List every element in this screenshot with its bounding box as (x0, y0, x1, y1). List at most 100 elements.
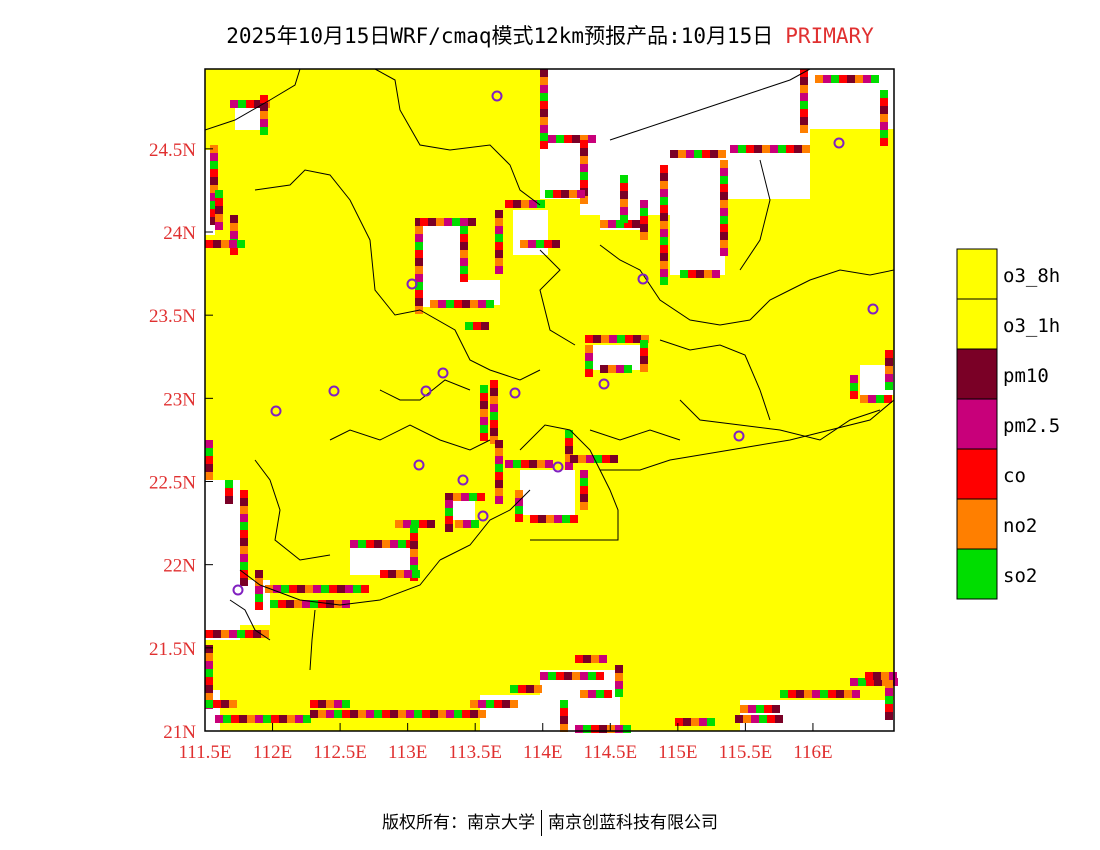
pollutant-cell (580, 690, 588, 698)
pollutant-cell (515, 506, 523, 514)
pollutant-cell (490, 412, 498, 420)
pollutant-cell (396, 570, 404, 578)
pollutant-cell (415, 242, 423, 250)
pollutant-cell (398, 540, 406, 548)
legend-label: co (1003, 465, 1026, 487)
pollutant-cell (850, 383, 858, 391)
pollutant-cell (730, 145, 738, 153)
pollutant-cell (720, 216, 728, 224)
pollutant-cell (215, 198, 223, 206)
pollutant-cell (641, 335, 649, 343)
pollutant-cell (640, 200, 648, 208)
pollutant-cell (680, 270, 688, 278)
pollutant-cell (215, 214, 223, 222)
pollutant-cell (694, 150, 702, 158)
pollutant-cell (617, 335, 625, 343)
pollutant-cell (260, 95, 268, 103)
title-text: 2025年10月15日WRF/cmaq模式12km预报产品:10月15日 (226, 24, 774, 48)
pollutant-cell (804, 690, 812, 698)
station-markers (232, 90, 879, 596)
pollutant-cell (471, 520, 479, 528)
pollutant-cell (213, 240, 221, 248)
pollutant-cell (480, 401, 488, 409)
pollutant-cell (445, 516, 453, 524)
pollutant-cell (260, 111, 268, 119)
pollutant-cell (461, 493, 469, 501)
pollutant-cell (230, 247, 238, 255)
pollutant-cell (526, 685, 534, 693)
pollutant-cell (515, 514, 523, 522)
pollutant-cell (754, 145, 762, 153)
pollutant-cell (615, 725, 623, 733)
pollutant-cell (513, 460, 521, 468)
pollutant-cell (462, 710, 470, 718)
pollutant-cell (205, 456, 213, 464)
pollutant-cell (470, 300, 478, 308)
pollutant-cell (565, 438, 573, 446)
pollutant-cell (718, 150, 726, 158)
pollutant-cell (640, 208, 648, 216)
pollutant-cell (800, 125, 808, 133)
pollutant-cell (495, 250, 503, 258)
pollutant-cell (686, 150, 694, 158)
pollutant-cell (660, 213, 668, 221)
pollutant-cell (310, 600, 318, 608)
pollutant-cell (239, 715, 247, 723)
pollutant-cell (794, 145, 802, 153)
pollutant-cell (460, 234, 468, 242)
pollutant-cell (675, 718, 683, 726)
pollutant-cell (415, 234, 423, 242)
pollutant-cell (580, 172, 588, 180)
pollutant-cell (720, 232, 728, 240)
pollutant-cell (279, 715, 287, 723)
pollutant-cell (616, 220, 624, 228)
pollutant-cell (240, 522, 248, 530)
pollutant-cell (564, 135, 572, 143)
pollutant-cell (295, 715, 303, 723)
pollutant-cell (213, 700, 221, 708)
pollutant-cell (885, 688, 893, 696)
pollutant-cell (866, 678, 874, 686)
pollutant-cell (546, 515, 554, 523)
pollutant-cell (608, 365, 616, 373)
pollutant-cell (720, 176, 728, 184)
pollutant-cell (580, 180, 588, 188)
pollutant-cell (850, 391, 858, 399)
pollutant-cell (210, 177, 218, 185)
pollutant-cell (468, 218, 476, 226)
pollutant-cell (565, 446, 573, 454)
pollutant-cell (414, 710, 422, 718)
pollutant-cell (570, 455, 578, 463)
pollutant-cell (305, 585, 313, 593)
pollutant-cell (704, 270, 712, 278)
pollutant-cell (580, 135, 588, 143)
pollutant-cell (415, 298, 423, 306)
pollutant-cell (580, 196, 588, 204)
pollutant-cell (225, 488, 233, 496)
pollutant-cell (240, 578, 248, 586)
pollutant-cell (255, 715, 263, 723)
pollutant-cell (583, 655, 591, 663)
pollutant-cell (495, 464, 503, 472)
pollutant-cell (486, 300, 494, 308)
pollutant-cell (540, 93, 548, 101)
pollutant-cell (591, 655, 599, 663)
pollutant-cell (410, 549, 418, 557)
pollutant-cell (238, 100, 246, 108)
pollutant-cell (610, 455, 618, 463)
pollutant-cell (775, 715, 783, 723)
pollutant-cell (390, 540, 398, 548)
pollutant-cell (847, 75, 855, 83)
pollutant-cell (490, 404, 498, 412)
pollutant-cell (556, 135, 564, 143)
copyright-right: 南京创蓝科技有限公司 (548, 813, 718, 833)
pollutant-cell (263, 715, 271, 723)
pollutant-cell (710, 150, 718, 158)
pollutant-cell (237, 630, 245, 638)
pollutant-cell (615, 681, 623, 689)
pollutant-cell (253, 630, 261, 638)
pollutant-cell (358, 540, 366, 548)
pollutant-cell (620, 199, 628, 207)
legend-label: pm10 (1003, 365, 1049, 387)
pollutant-cell (640, 232, 648, 240)
